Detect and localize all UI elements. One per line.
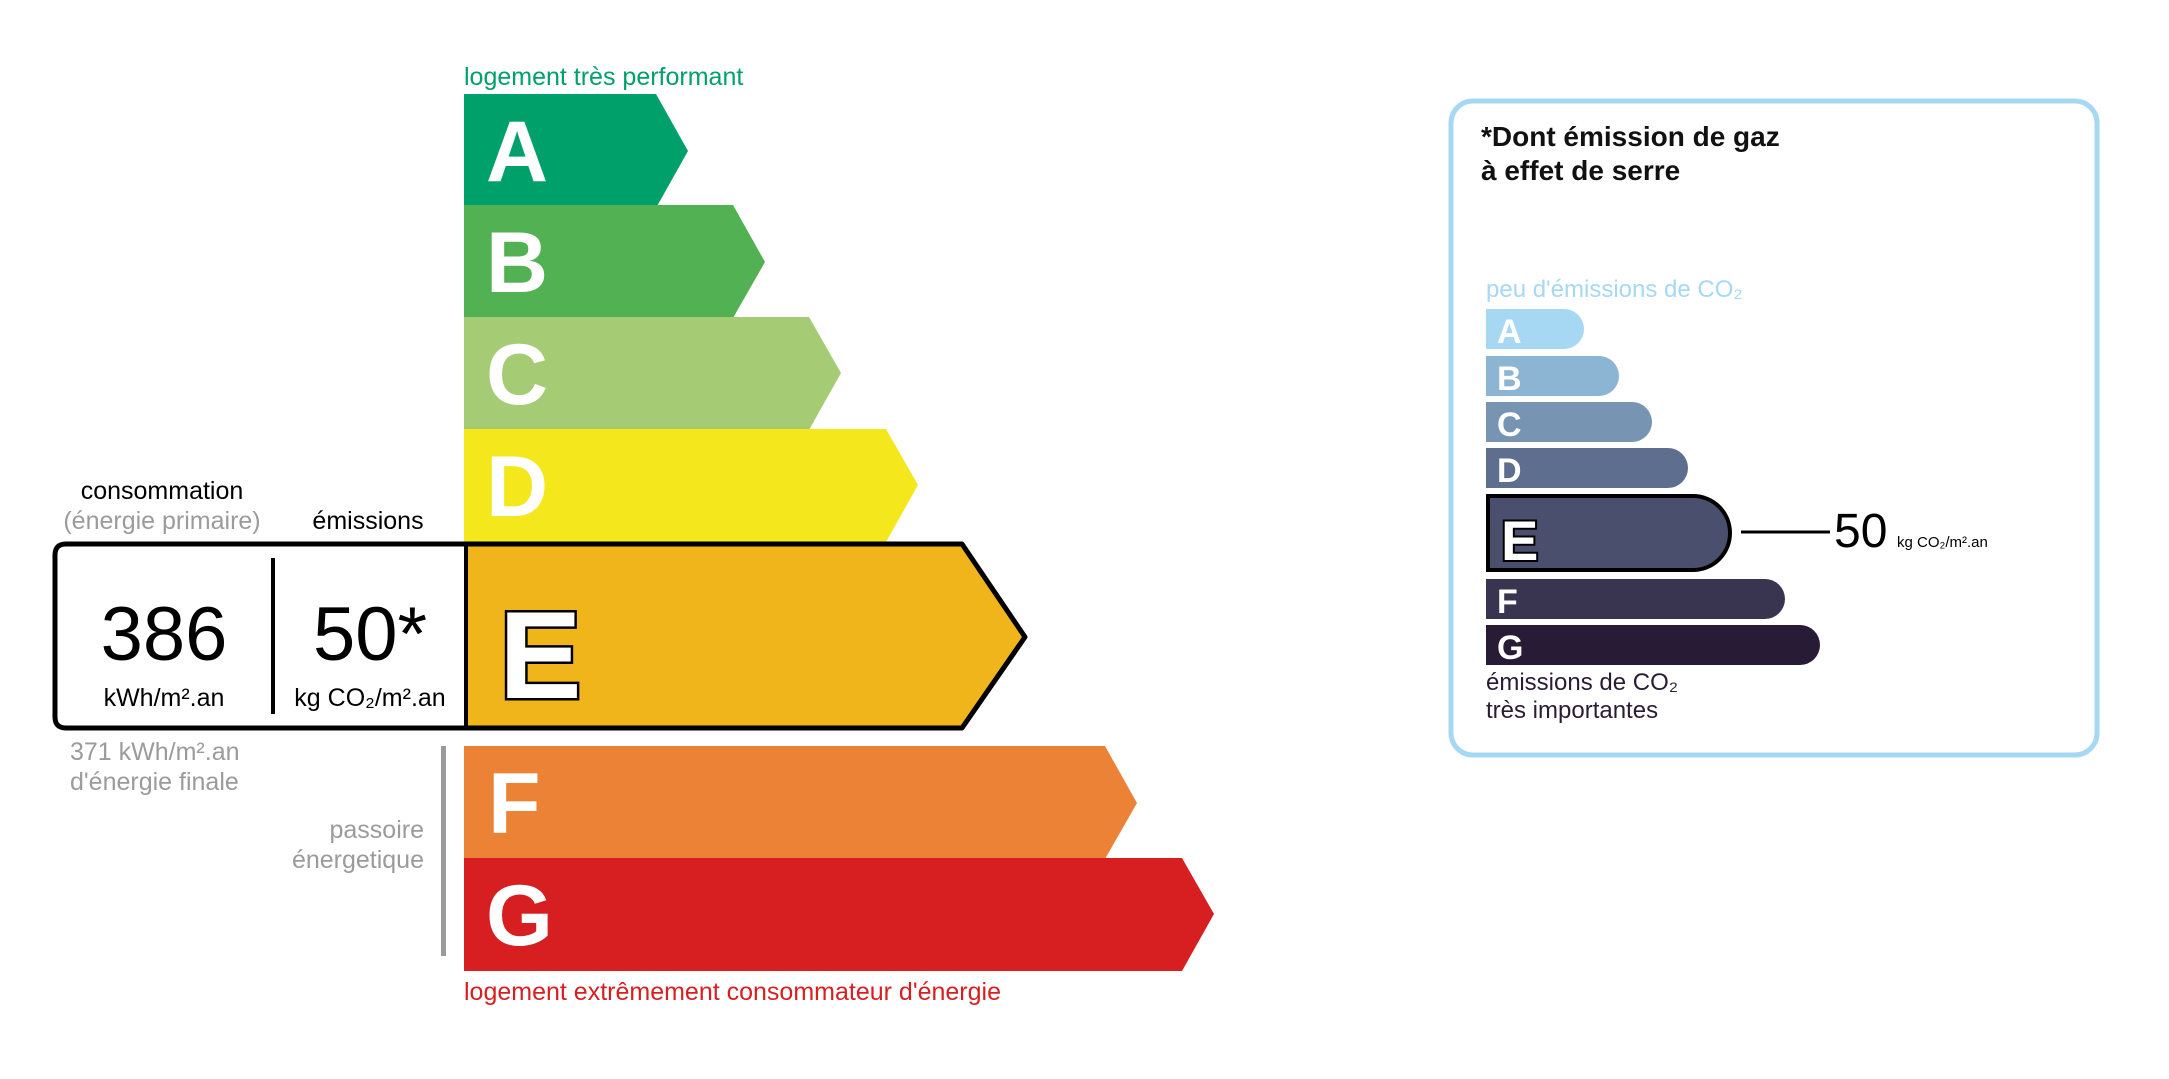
ghg-bar-g [1486,625,1820,665]
energy-bar-a [464,94,688,208]
ghg-letter-e: E [1501,509,1538,572]
energy-bar-c [464,317,841,430]
ghg-top-label: peu d'émissions de CO₂ [1486,276,1743,303]
ghg-bar-e [1486,494,1732,572]
energy-class-d: D [464,429,918,542]
ghg-class-f: F [1486,579,1785,621]
ghg-class-g: G [1486,625,1820,667]
energy-letter-b: B [486,215,548,311]
ghg-bottom-label-line1: émissions de CO₂ [1486,669,1678,696]
ghg-letter-f: F [1497,583,1518,621]
ghg-bar-f [1486,579,1785,619]
consumption-value: 386 [101,592,228,677]
ghg-value: 50 [1834,505,1887,558]
ghg-bottom-label-line2: très importantes [1486,697,1658,724]
ghg-class-d: D [1486,448,1688,490]
energy-bar-g [464,858,1214,971]
energy-class-b: B [464,205,765,318]
energy-letter-a: A [486,104,548,200]
energy-bar-f [464,746,1137,859]
ghg-letter-d: D [1497,452,1522,490]
consumption-label: consommation [81,477,244,505]
ghg-unit: kg CO₂/m².an [1897,534,1988,551]
energy-letter-f: F [488,756,541,852]
ghg-title-line2: à effet de serre [1481,155,1680,186]
ghg-class-c: C [1486,402,1652,444]
energy-letter-d: D [486,439,548,535]
passoire-bracket [441,746,446,956]
value-box [55,544,464,728]
final-energy-value: 371 kWh/m².an [70,738,240,766]
ghg-class-a: A [1486,309,1584,351]
energy-bottom-label: logement extrêmement consommateur d'éner… [464,978,1001,1006]
consumption-sublabel: (énergie primaire) [63,507,260,535]
energy-letter-e: E [499,587,582,725]
ghg-title-line1: *Dont émission de gaz [1481,121,1780,152]
energy-bar-b [464,205,765,318]
energy-class-f: F [464,746,1137,859]
ghg-bar-a [1486,309,1584,349]
ghg-class-e-current: E 50 kg CO₂/m².an [1486,494,1988,574]
energy-class-g: G [464,858,1214,971]
ghg-letter-g: G [1497,629,1523,667]
energy-letter-c: C [486,327,548,423]
consumption-unit: kWh/m².an [104,684,225,712]
passoire-line2: énergetique [292,846,424,874]
energy-letter-g: G [486,868,553,964]
passoire-line1: passoire [330,816,425,844]
emissions-value: 50* [313,592,427,677]
final-energy-label: d'énergie finale [70,768,239,796]
energy-class-c: C [464,317,841,430]
ghg-class-b: B [1486,356,1619,398]
ghg-letter-c: C [1497,406,1522,444]
energy-top-label: logement très performant [464,63,743,91]
ghg-bar-d [1486,448,1688,488]
ghg-bar-b [1486,356,1619,396]
emissions-label: émissions [312,507,423,535]
current-class-outline [52,541,1028,731]
energy-bar-e [464,544,1025,728]
ghg-bar-c [1486,402,1652,442]
energy-class-a: A [464,94,688,208]
ghg-letter-b: B [1497,360,1522,398]
energy-bar-d [464,429,918,542]
energy-class-e-current: E 386 kWh/m².an 50* kg CO₂/m².an [52,541,1028,731]
ghg-panel: *Dont émission de gaz à effet de serre p… [1448,98,2100,758]
ghg-letter-a: A [1497,313,1522,351]
emissions-unit: kg CO₂/m².an [294,684,445,712]
